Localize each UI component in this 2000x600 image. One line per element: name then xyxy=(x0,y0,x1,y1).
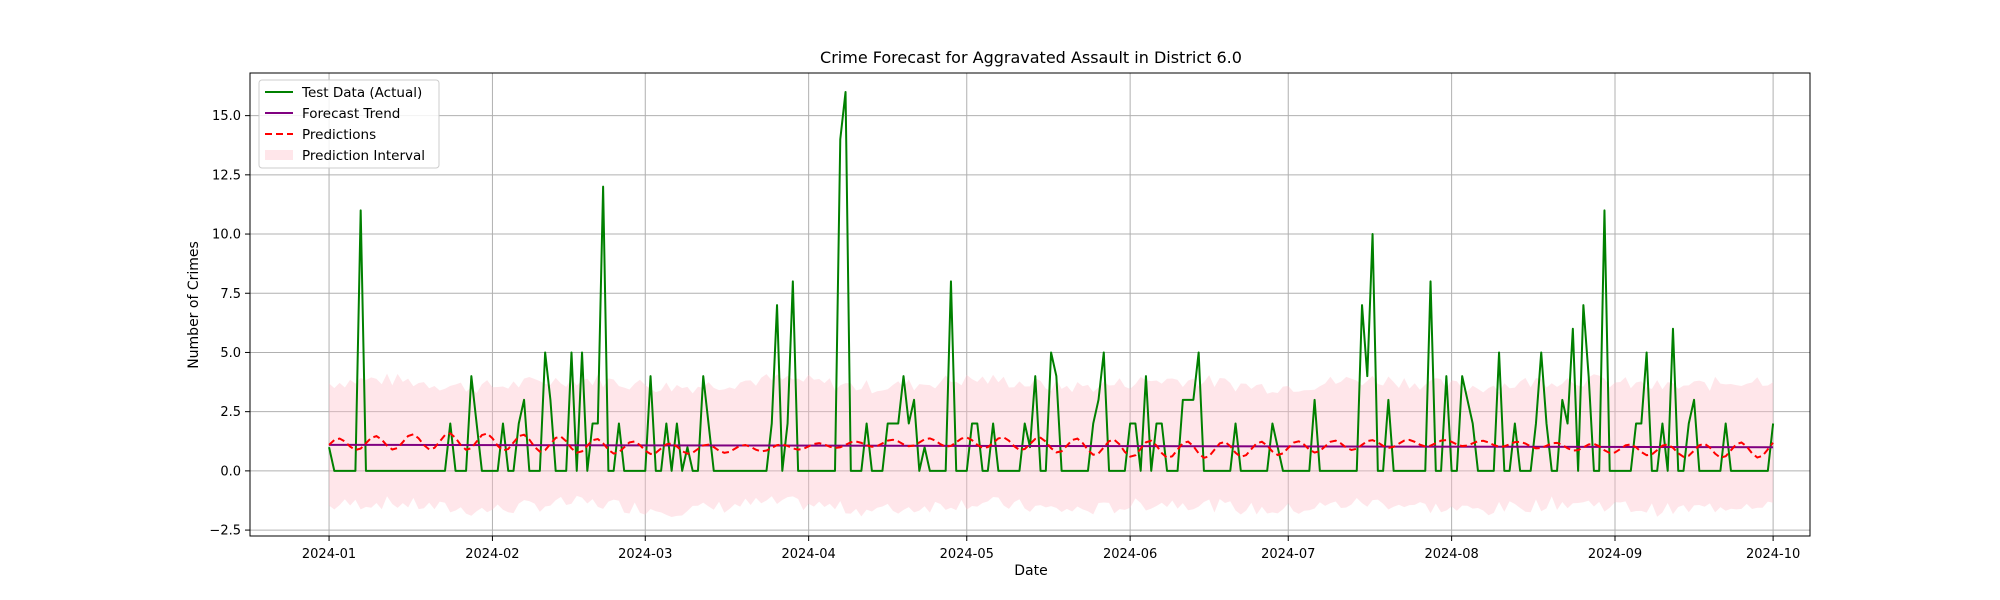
legend-label: Test Data (Actual) xyxy=(301,85,422,101)
legend-label: Forecast Trend xyxy=(302,106,400,122)
series-test-data-actual xyxy=(328,90,1775,472)
legend-label: Predictions xyxy=(302,127,376,143)
chart-title: Crime Forecast for Aggravated Assault in… xyxy=(820,48,1242,67)
x-tick-label: 2024-07 xyxy=(1261,547,1315,562)
y-axis-title: Number of Crimes xyxy=(186,241,202,369)
y-tick-label: 15.0 xyxy=(212,109,241,124)
y-tick-label: 10.0 xyxy=(212,228,241,243)
x-tick-label: 2024-04 xyxy=(781,547,835,562)
x-tick-label: 2024-06 xyxy=(1103,547,1157,562)
plot-area-frame xyxy=(249,72,1811,537)
y-tick-label: 0.0 xyxy=(220,464,241,479)
x-tick-label: 2024-10 xyxy=(1746,547,1800,562)
x-tick-label: 2024-09 xyxy=(1588,547,1642,562)
y-tick-label: −2.5 xyxy=(209,524,241,539)
legend-label: Prediction Interval xyxy=(302,148,425,164)
x-axis-title: Date xyxy=(1014,563,1047,579)
legend-swatch-prediction-interval xyxy=(265,150,293,160)
series-predictions xyxy=(328,432,1774,459)
x-tick-label: 2024-03 xyxy=(618,547,672,562)
y-tick-label: 12.5 xyxy=(212,168,241,183)
x-tick-label: 2024-08 xyxy=(1424,547,1478,562)
y-axis: −2.5 0.0 2.5 5.0 7.5 10.0 12.5 15.0 xyxy=(209,109,250,539)
legend: Test Data (Actual) Forecast Trend Predicti… xyxy=(258,79,440,169)
grid xyxy=(250,73,1810,536)
x-axis: 2024-01 2024-02 2024-03 2024-04 2024-05 2024-… xyxy=(302,536,1800,562)
y-tick-label: 5.0 xyxy=(220,346,241,361)
x-tick-label: 2024-05 xyxy=(940,547,994,562)
y-tick-label: 7.5 xyxy=(220,287,241,302)
x-tick-label: 2024-01 xyxy=(302,547,356,562)
series-layer xyxy=(328,90,1775,472)
legend-box xyxy=(258,79,440,169)
x-tick-label: 2024-02 xyxy=(465,547,519,562)
y-tick-label: 2.5 xyxy=(220,405,241,420)
